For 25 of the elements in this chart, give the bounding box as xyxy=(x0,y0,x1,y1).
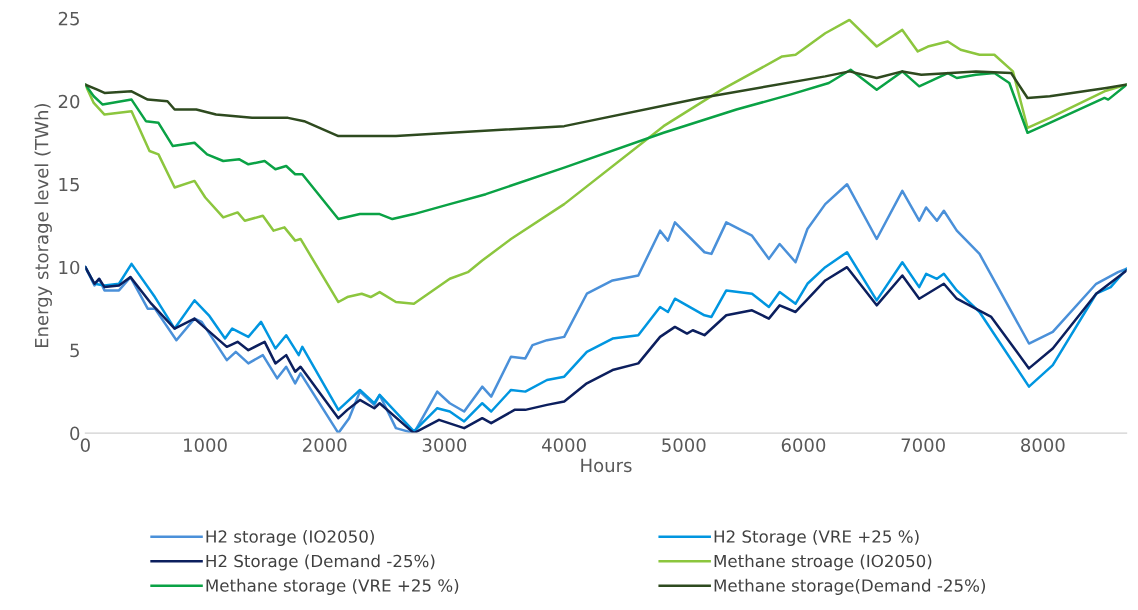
x-tick-label: 6000 xyxy=(781,438,826,452)
x-tick-label: 4000 xyxy=(542,438,586,452)
x-tick-label: 8000 xyxy=(1021,438,1065,452)
x-tick-label: 3000 xyxy=(422,438,467,452)
legend-label: Methane storage(Demand -25%) xyxy=(714,578,985,595)
x-tick-label: 2000 xyxy=(303,438,347,452)
x-axis-title: Hours xyxy=(581,458,632,473)
line-series xyxy=(85,70,1127,138)
y-tick-label: 25 xyxy=(58,11,79,26)
y-tick-label: 10 xyxy=(59,260,80,275)
x-tick-label: 7000 xyxy=(901,438,945,452)
y-axis-title: Energy storage level (TWh) xyxy=(34,104,52,348)
x-tick-label: 0 xyxy=(80,438,90,452)
legend-label: Methane stroage (IO2050) xyxy=(714,554,932,571)
y-tick-label: 20 xyxy=(58,94,80,109)
line-series xyxy=(85,68,1127,221)
y-tick-label: 5 xyxy=(70,343,79,358)
y-tick-label: 15 xyxy=(59,177,79,192)
legend-label: Methane storage (VRE +25 %) xyxy=(206,578,459,595)
x-tick-label: 1000 xyxy=(184,438,227,452)
legend-label: H2 Storage (VRE +25 %) xyxy=(714,529,919,547)
legend-label: H2 Storage (Demand -25%) xyxy=(206,554,435,571)
y-tick-label: 0 xyxy=(70,426,80,441)
x-tick-label: 5000 xyxy=(662,438,706,452)
legend-label: H2 storage (IO2050) xyxy=(206,529,374,547)
